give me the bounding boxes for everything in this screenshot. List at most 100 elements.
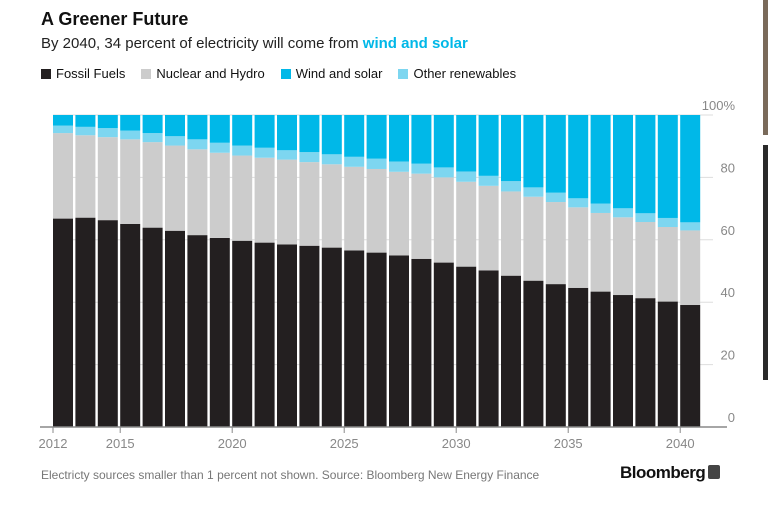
bar-segment-wind-and-solar (187, 115, 208, 140)
bar-segment-fossil-fuels (568, 287, 589, 427)
bar-segment-nuclear-and-hydro (389, 171, 409, 256)
bar-segment-other-renewables (590, 203, 611, 213)
bar-segment-other-renewables (478, 175, 499, 186)
x-tick-label: 2020 (218, 436, 247, 451)
bar-segment-nuclear-and-hydro (209, 152, 230, 238)
bar-segment-fossil-fuels (209, 237, 230, 427)
bar-segment-fossil-fuels (142, 227, 163, 427)
x-tick-label: 2030 (442, 436, 471, 451)
bar-segment-other-renewables (277, 150, 297, 160)
bar-segment-nuclear-and-hydro (53, 133, 73, 219)
bar-segment-nuclear-and-hydro (411, 173, 432, 259)
legend-swatch (41, 68, 51, 79)
bar-segment-other-renewables (299, 152, 320, 163)
subtitle-highlight: wind and solar (362, 35, 468, 52)
bar-segment-fossil-fuels (344, 250, 365, 427)
bar-segment-nuclear-and-hydro (120, 139, 141, 224)
bar-segment-wind-and-solar (209, 115, 230, 143)
chart-subtitle: By 2040, 34 percent of electricity will … (41, 35, 468, 52)
bar-segment-nuclear-and-hydro (568, 207, 589, 288)
bar-segment-nuclear-and-hydro (75, 135, 96, 218)
bar-segment-other-renewables (523, 187, 544, 197)
bar-segment-wind-and-solar (389, 115, 409, 162)
bar-segment-fossil-fuels (277, 244, 297, 427)
bar-segment-other-renewables (75, 126, 96, 136)
bar-segment-wind-and-solar (523, 115, 544, 188)
legend-swatch (398, 68, 409, 79)
bar-segment-nuclear-and-hydro (545, 202, 566, 285)
bar-segment-other-renewables (187, 139, 208, 150)
bar-segment-fossil-fuels (478, 270, 499, 427)
bar-segment-other-renewables (568, 198, 589, 208)
y-tick-label: 80 (721, 160, 735, 175)
bar-segment-other-renewables (433, 167, 454, 178)
bar-segment-fossil-fuels (321, 247, 342, 427)
bloomberg-logo: Bloomberg (620, 463, 721, 483)
bar-segment-fossil-fuels (523, 280, 544, 427)
bar-segment-nuclear-and-hydro (657, 227, 678, 302)
bar-segment-wind-and-solar (277, 115, 297, 151)
x-tick-label: 2040 (666, 436, 695, 451)
bar-segment-fossil-fuels (187, 235, 208, 427)
bar-segment-wind-and-solar (232, 115, 253, 146)
legend-label: Other renewables (413, 66, 517, 81)
bar-segment-wind-and-solar (478, 115, 499, 176)
bar-segment-nuclear-and-hydro (590, 212, 611, 292)
bar-segment-wind-and-solar (299, 115, 320, 153)
bar-segment-other-renewables (680, 222, 701, 231)
bar-segment-other-renewables (209, 142, 230, 153)
legend-label: Wind and solar (295, 66, 383, 81)
bar-segment-other-renewables (97, 128, 118, 138)
y-tick-label: 0 (728, 410, 735, 425)
bar-segment-nuclear-and-hydro (97, 137, 118, 221)
bar-segment-wind-and-solar (165, 115, 185, 137)
bar-segment-other-renewables (232, 145, 253, 156)
footnote: Electricty sources smaller than 1 percen… (41, 468, 540, 482)
bar-segment-fossil-fuels (254, 242, 275, 427)
bar-segment-wind-and-solar (366, 115, 387, 159)
legend-label: Fossil Fuels (56, 66, 126, 81)
legend-swatch (141, 68, 152, 79)
bar-segment-wind-and-solar (590, 115, 611, 204)
bar-segment-nuclear-and-hydro (344, 166, 365, 251)
y-tick-label: 20 (721, 348, 735, 363)
bar-segment-fossil-fuels (635, 298, 656, 427)
bar-segment-wind-and-solar (635, 115, 656, 214)
bar-segment-nuclear-and-hydro (523, 196, 544, 281)
bar-segment-nuclear-and-hydro (165, 145, 185, 231)
bar-segment-nuclear-and-hydro (456, 181, 477, 267)
bar-segment-wind-and-solar (456, 115, 477, 172)
bar-segment-nuclear-and-hydro (254, 157, 275, 243)
bar-segment-fossil-fuels (120, 223, 141, 427)
bar-segment-wind-and-solar (411, 115, 432, 164)
bar-segment-wind-and-solar (501, 115, 521, 182)
y-tick-label: 60 (721, 223, 735, 238)
bar-segment-other-renewables (613, 208, 633, 218)
bar-segment-nuclear-and-hydro (142, 142, 163, 228)
bar-segment-fossil-fuels (657, 301, 678, 427)
bar-segment-fossil-fuels (501, 275, 521, 427)
bar-segment-wind-and-solar (680, 115, 701, 223)
legend-item: Fossil Fuels (41, 66, 125, 81)
bar-segment-wind-and-solar (545, 115, 566, 193)
bar-segment-fossil-fuels (680, 305, 701, 427)
bar-segment-fossil-fuels (545, 284, 566, 427)
chart-title: A Greener Future (41, 9, 189, 29)
bar-segment-wind-and-solar (75, 115, 96, 127)
bar-segment-other-renewables (501, 181, 521, 192)
bar-segment-other-renewables (456, 171, 477, 182)
x-tick-label: 2025 (330, 436, 359, 451)
bar-segment-wind-and-solar (657, 115, 678, 218)
bar-segment-fossil-fuels (411, 258, 432, 427)
y-tick-label: 100% (702, 98, 736, 113)
bar-segment-wind-and-solar (97, 115, 118, 129)
bar-segment-nuclear-and-hydro (299, 162, 320, 246)
x-tick-label: 2012 (39, 436, 68, 451)
bar-segment-nuclear-and-hydro (366, 168, 387, 253)
bar-segment-fossil-fuels (299, 245, 320, 427)
x-tick-label: 2035 (554, 436, 583, 451)
bar-segment-nuclear-and-hydro (635, 222, 656, 299)
bar-segment-other-renewables (366, 158, 387, 169)
bar-segment-nuclear-and-hydro (680, 230, 701, 306)
